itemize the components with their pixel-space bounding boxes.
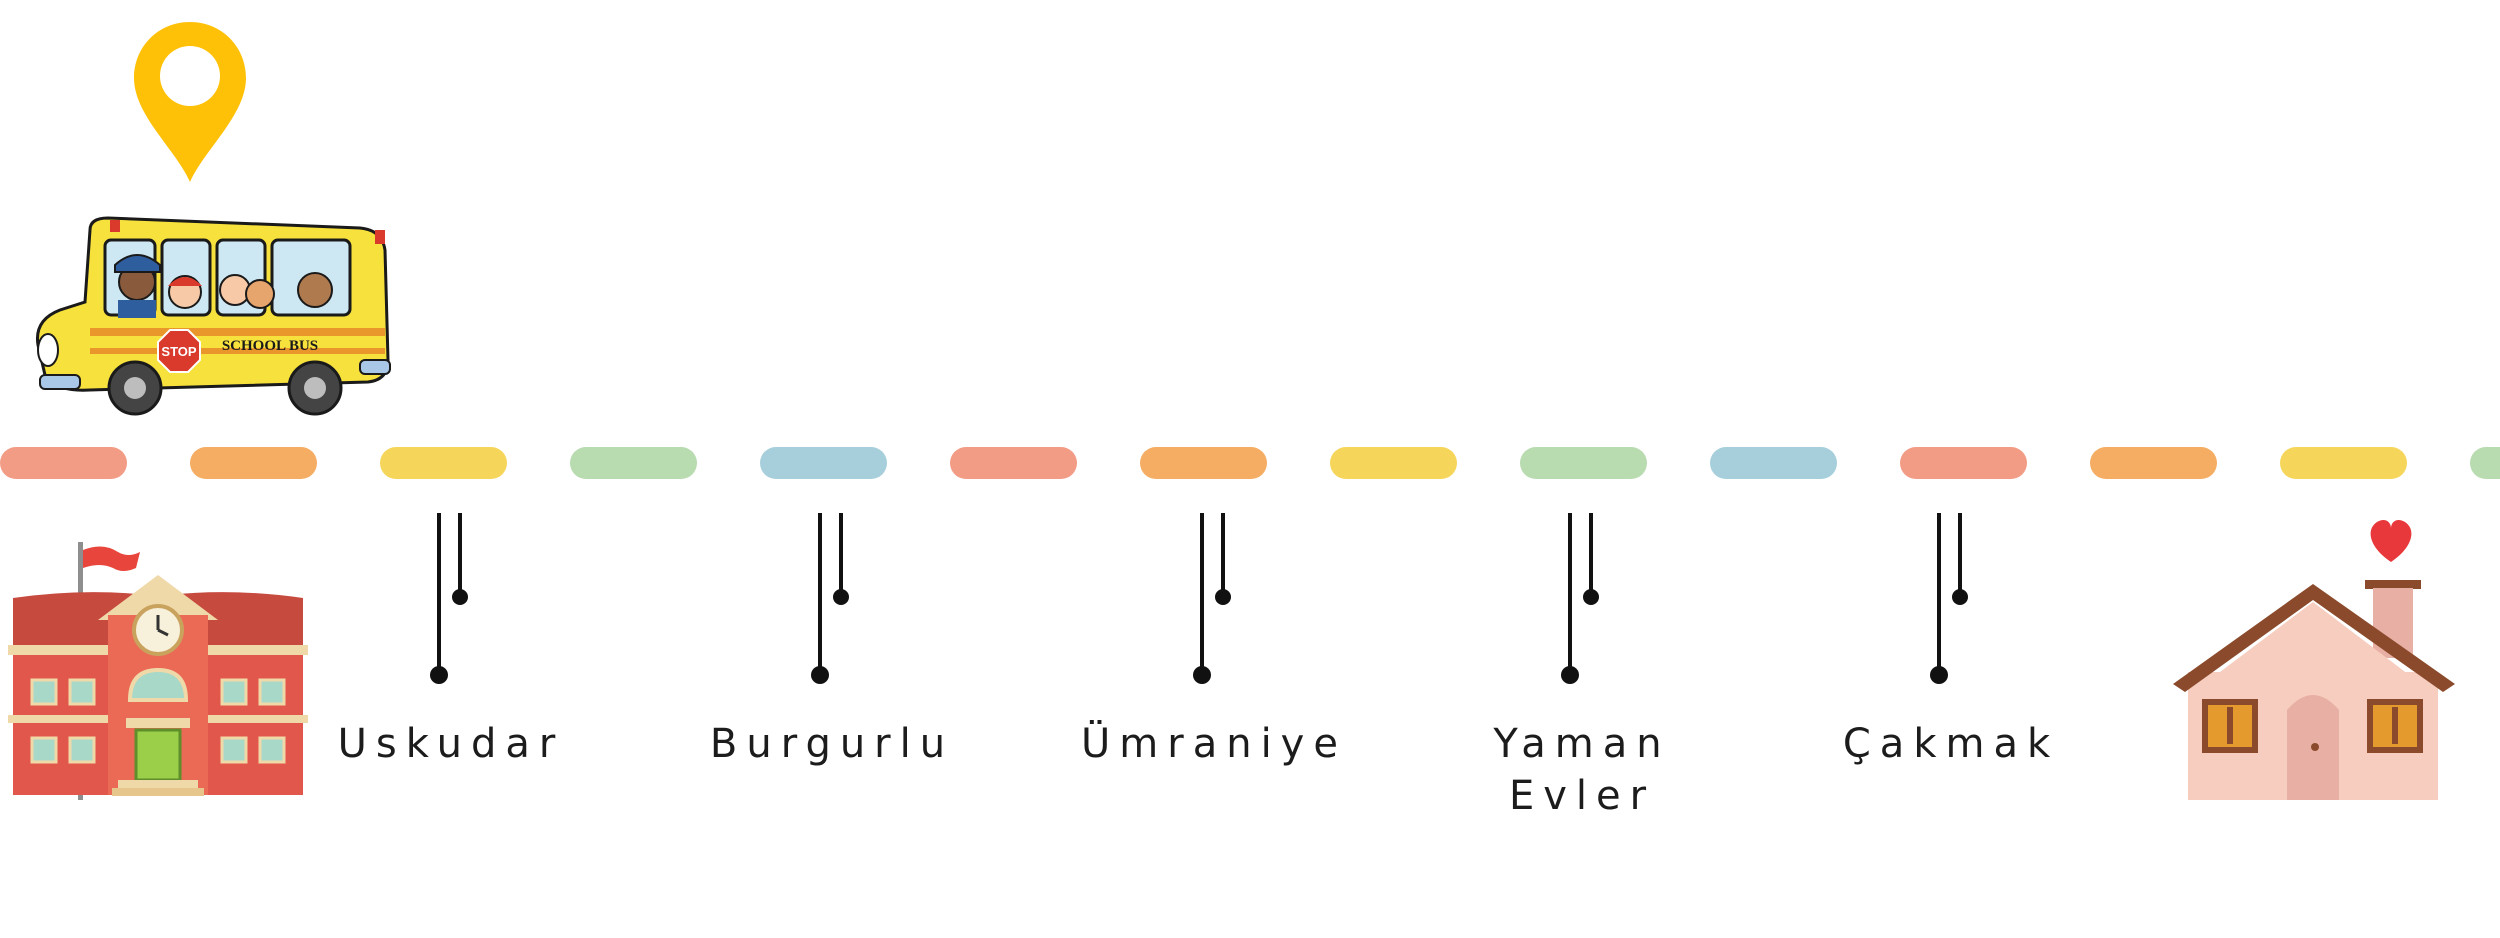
road-dash (1140, 447, 1267, 479)
road-dash (2090, 447, 2217, 479)
location-pin-icon (134, 22, 246, 182)
stop-line-long (1200, 513, 1204, 673)
school-bus-icon: STOP SCHOOL BUS (35, 216, 391, 416)
stop-marker (811, 513, 868, 693)
stop-line-short (1958, 513, 1962, 595)
school-building-icon (8, 542, 308, 800)
stop-line-long (1568, 513, 1572, 673)
stop-dot (430, 666, 448, 684)
stop-line-long (1937, 513, 1941, 673)
road-dash (1900, 447, 2027, 479)
stop-dot (1561, 666, 1579, 684)
stop-marker (430, 513, 487, 693)
road-dash (190, 447, 317, 479)
stop-line-long (818, 513, 822, 673)
road-dash (570, 447, 697, 479)
stop-dot (1193, 666, 1211, 684)
stop-marker (1561, 513, 1618, 693)
stop-dot (811, 666, 829, 684)
road-dash (1520, 447, 1647, 479)
stop-line-short (1589, 513, 1593, 595)
stop-dot-small (1583, 589, 1599, 605)
house-heart-icon (2173, 519, 2455, 800)
stop-label: Uskudar (337, 721, 565, 767)
road-dash (2280, 447, 2407, 479)
stop-sign-text: STOP (161, 344, 196, 359)
road-dash (950, 447, 1077, 479)
stop-dot-small (1215, 589, 1231, 605)
stop-label: Yaman Evler (1493, 721, 1671, 819)
road-dash (1710, 447, 1837, 479)
road-dash (380, 447, 507, 479)
road-dash (2470, 447, 2500, 479)
stop-label: Burgurlu (709, 721, 955, 767)
stop-dot-small (1952, 589, 1968, 605)
road-dash (0, 447, 127, 479)
stop-label: Çakmak (1842, 721, 2060, 767)
stop-marker (1930, 513, 1987, 693)
stop-line-short (1221, 513, 1225, 595)
stop-label: Ümraniye (1081, 721, 1347, 767)
bus-sign-text: SCHOOL BUS (222, 338, 318, 354)
road-dash (760, 447, 887, 479)
stop-dot-small (833, 589, 849, 605)
road-dash (1330, 447, 1457, 479)
stop-dot-small (452, 589, 468, 605)
stop-line-long (437, 513, 441, 673)
stop-dot (1930, 666, 1948, 684)
stop-line-short (458, 513, 462, 595)
stop-marker (1193, 513, 1250, 693)
route-road (0, 447, 2500, 479)
stop-line-short (839, 513, 843, 595)
